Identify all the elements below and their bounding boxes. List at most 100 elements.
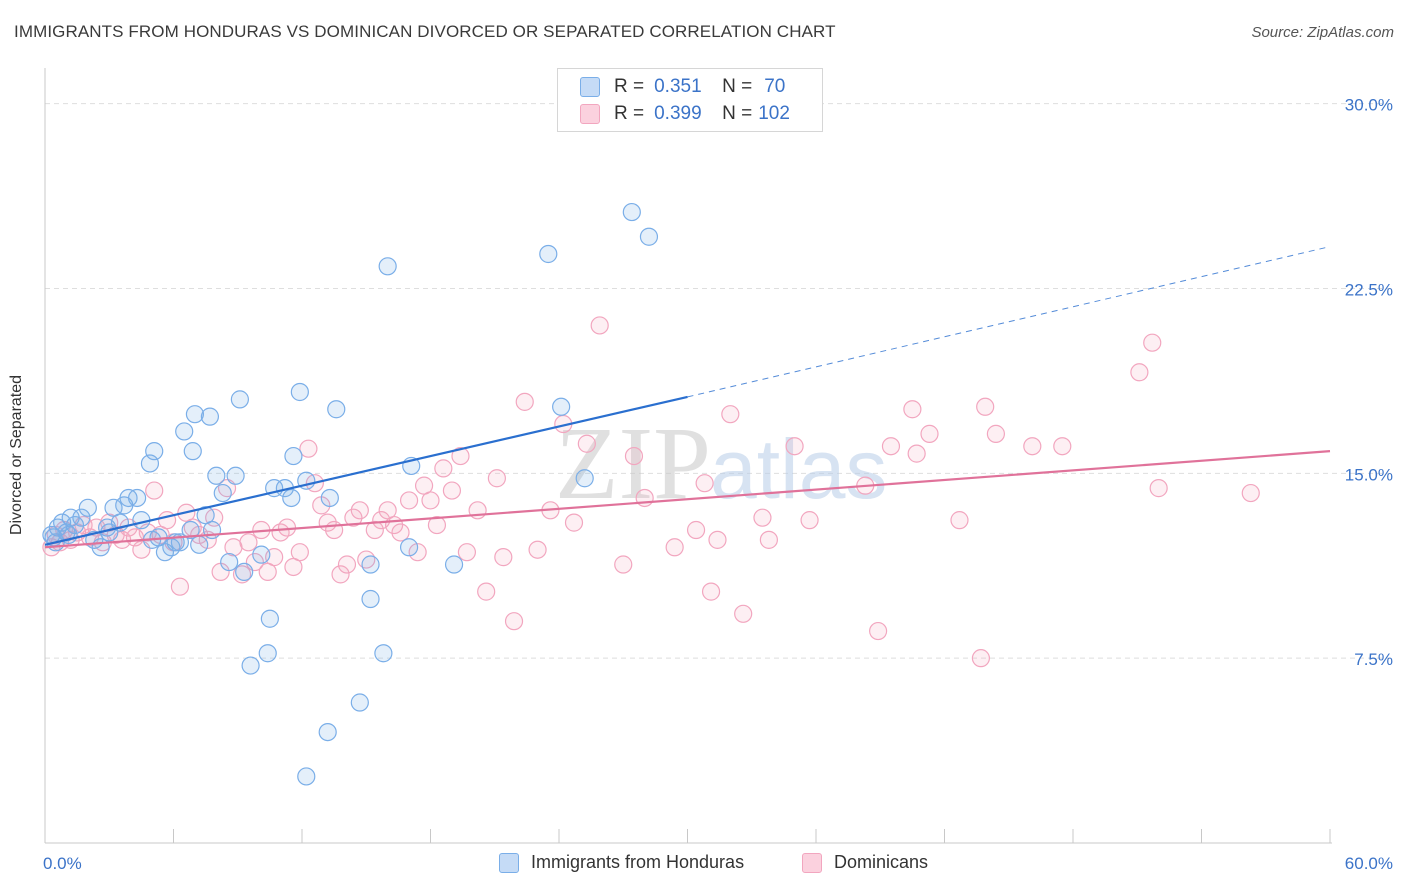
honduras-point (282, 488, 301, 508)
stats-legend: R = 0.351 N = 70 R = 0.399 N = 102 (557, 68, 823, 132)
dominican-point (903, 400, 922, 419)
dominican-point (721, 405, 740, 424)
dominican-point (457, 543, 477, 562)
legend-r-label: R = (614, 103, 645, 124)
dominican-point (528, 540, 547, 559)
watermark: ZIP atlas (555, 406, 887, 521)
honduras-point (399, 538, 419, 557)
honduras-trend-line (44, 395, 688, 546)
dominican-point (350, 501, 369, 520)
y-tick-label: 30.0% (1345, 96, 1393, 115)
dominican-point (708, 530, 727, 549)
honduras-point (235, 562, 254, 582)
dominican-point (1241, 483, 1260, 503)
dominican-point (1143, 333, 1162, 352)
dominican-point (869, 621, 888, 641)
dominican-point (515, 392, 534, 411)
honduras-point (181, 520, 200, 540)
honduras-point (258, 644, 277, 663)
legend-r-label: R = (614, 76, 645, 97)
trend-lines (44, 246, 1331, 549)
legend-row-dominican: R = 0.399 N = 102 (580, 102, 790, 126)
dominican-point (590, 316, 609, 335)
dominican-point (325, 520, 344, 540)
series-label-honduras: Immigrants from Honduras (531, 852, 745, 872)
dominican-point (344, 508, 363, 527)
honduras-points (42, 202, 659, 786)
dominican-point (170, 577, 190, 596)
dominican-point (408, 543, 427, 562)
dominican-point (157, 511, 177, 530)
honduras-point (327, 400, 346, 419)
honduras-point (145, 442, 164, 461)
dominican-point (434, 459, 453, 478)
honduras-point (183, 442, 202, 461)
dominican-point (331, 565, 350, 584)
honduras-point (230, 390, 249, 409)
dominican-point (494, 548, 513, 567)
honduras-point (539, 244, 558, 264)
honduras-point (374, 644, 393, 663)
honduras-point (361, 555, 380, 574)
honduras-point (127, 488, 147, 508)
legend-n-label: N = (722, 103, 753, 124)
dominican-point (451, 446, 470, 466)
dominican-point (759, 530, 778, 549)
legend-n-value: 102 (758, 103, 790, 124)
legend-swatch-honduras (580, 77, 600, 97)
dominican-point (239, 533, 258, 552)
honduras-point (378, 257, 397, 276)
dominican-point (976, 397, 995, 416)
honduras-point (213, 483, 232, 503)
honduras-point (91, 538, 110, 557)
dominican-point (907, 444, 926, 463)
honduras-point (78, 498, 97, 517)
dominican-point (577, 434, 596, 453)
dominican-point (399, 491, 419, 510)
honduras-point (552, 397, 571, 416)
x-tick-labels: 0.0% 60.0% (43, 854, 1393, 873)
x-tick-label: 0.0% (43, 854, 82, 873)
series-swatch-honduras (499, 852, 519, 873)
dominican-point (145, 481, 164, 500)
honduras-point (260, 609, 279, 628)
dominican-point (421, 491, 440, 510)
honduras-point (284, 446, 303, 466)
legend-n-label: N = (722, 76, 753, 97)
honduras-point (318, 722, 337, 742)
dominican-point (290, 543, 309, 562)
dominican-point (624, 446, 644, 466)
honduras-point (226, 466, 245, 485)
y-tick-labels: 7.5% 15.0% 22.5% 30.0% (1345, 96, 1393, 670)
series-legend-dominican: Dominicans (802, 852, 928, 873)
dominican-point (695, 474, 714, 493)
dominican-point (800, 511, 819, 530)
dominican-point (337, 555, 357, 574)
dominican-point (477, 582, 496, 601)
dominican-point (785, 437, 804, 456)
dominican-point (427, 515, 447, 535)
dominican-point (1130, 363, 1149, 382)
honduras-point (200, 407, 220, 426)
honduras-point (444, 555, 464, 574)
series-swatch-dominican (802, 852, 822, 873)
series-legend-honduras: Immigrants from Honduras (499, 852, 744, 873)
watermark-zip: ZIP (555, 406, 711, 521)
honduras-point (65, 515, 85, 535)
dominican-point (950, 511, 969, 530)
dominican-point (665, 538, 684, 557)
x-tick-label: 60.0% (1345, 854, 1393, 873)
dominican-point (232, 565, 252, 584)
watermark-atlas: atlas (710, 422, 887, 516)
honduras-point (622, 202, 641, 222)
dominican-point (920, 424, 939, 443)
dominican-point (686, 520, 706, 540)
honduras-point (320, 488, 339, 508)
legend-r-value: 0.351 (654, 76, 702, 97)
legend-n-value: 70 (764, 76, 786, 97)
dominican-point (1023, 437, 1042, 456)
series-legend: Immigrants from Honduras Dominicans (0, 852, 1406, 878)
dominican-point (564, 513, 584, 532)
legend-row-honduras: R = 0.351 N = 70 (580, 75, 785, 99)
